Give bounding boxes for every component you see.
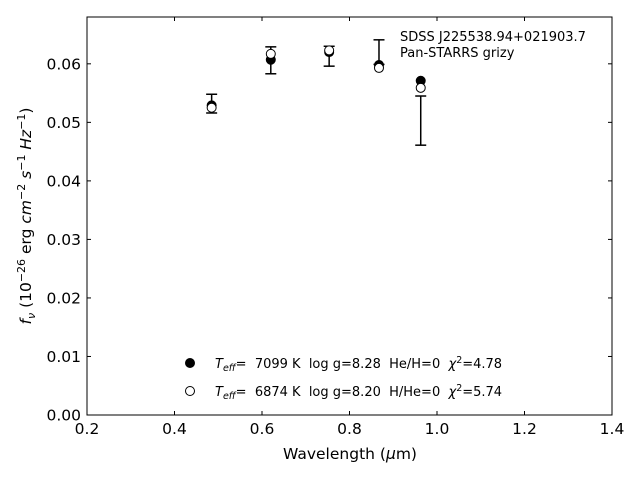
open-marker xyxy=(324,45,335,56)
legend-label-1: Teff= 7099 K log g=8.28 He/H=0 χ2=4.78 xyxy=(215,355,502,374)
error-bar xyxy=(415,95,427,146)
x-tick-label: 0.2 xyxy=(75,420,100,438)
y-tick-label: 0.00 xyxy=(46,407,81,425)
x-tick-label: 1.2 xyxy=(512,420,537,438)
y-tick-label: 0.04 xyxy=(46,172,81,190)
legend: Teff= 7099 K log g=8.28 He/H=0 χ2=4.78 T… xyxy=(185,355,502,402)
legend-label-2: Teff= 6874 K log g=8.20 H/He=0 χ2=5.74 xyxy=(215,383,502,402)
legend-marker-open xyxy=(185,386,195,396)
open-marker xyxy=(265,48,276,59)
x-tick-label: 1.0 xyxy=(425,420,450,438)
x-tick-label: 1.4 xyxy=(600,420,625,438)
legend-marker-filled xyxy=(185,358,195,368)
x-axis-label: Wavelength (μm) xyxy=(283,445,417,463)
plot-area xyxy=(86,16,613,416)
y-tick-label: 0.02 xyxy=(46,289,81,307)
x-tick-label: 0.4 xyxy=(162,420,187,438)
y-tick-label: 0.01 xyxy=(46,348,81,366)
annotation-line-1: SDSS J225538.94+021903.7 xyxy=(400,30,586,45)
y-tick-label: 0.03 xyxy=(46,231,81,249)
annotation-line-2: Pan-STARRS grizy xyxy=(400,46,515,61)
open-marker xyxy=(373,62,384,73)
axis-ticks: 0.2 0.4 0.6 0.8 1.0 1.2 1.4 0.00 0.01 0.02 0.03 0.0… xyxy=(46,17,624,438)
y-tick-label: 0.06 xyxy=(46,55,81,73)
open-marker xyxy=(206,102,217,113)
x-tick-label: 0.6 xyxy=(250,420,275,438)
y-axis-label: fν (10−26 erg cm−2 s−1 Hz−1) xyxy=(15,108,38,325)
y-tick-label: 0.05 xyxy=(46,114,81,132)
data-markers xyxy=(206,45,426,113)
x-tick-label: 0.8 xyxy=(337,420,362,438)
open-marker xyxy=(415,82,426,93)
